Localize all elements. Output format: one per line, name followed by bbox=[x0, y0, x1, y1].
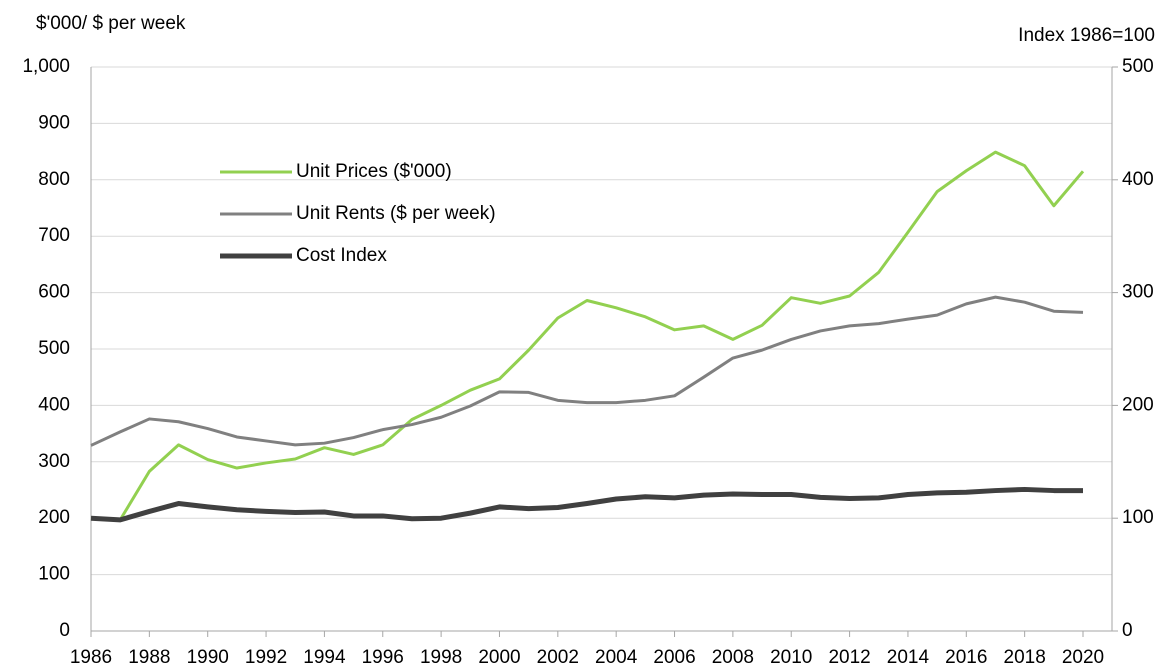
y2-tick-label: 500 bbox=[1122, 56, 1154, 77]
y-tick-label: 900 bbox=[38, 112, 70, 133]
series-line bbox=[90, 295, 1084, 447]
legend-label: Unit Rents ($ per week) bbox=[296, 203, 496, 224]
y-tick-label: 500 bbox=[38, 338, 70, 359]
x-tick-label: 2012 bbox=[828, 647, 870, 668]
x-tick-label: 2016 bbox=[945, 647, 987, 668]
y-tick-label: 1,000 bbox=[22, 56, 70, 77]
x-tick-label: 1998 bbox=[420, 647, 462, 668]
y2-axis-label: Index 1986=100 bbox=[1018, 25, 1155, 46]
x-tick-label: 2020 bbox=[1062, 647, 1104, 668]
series-line bbox=[90, 486, 1083, 523]
x-tick-label: 2000 bbox=[478, 647, 520, 668]
x-tick-label: 2002 bbox=[537, 647, 579, 668]
x-tick-label: 1992 bbox=[245, 647, 287, 668]
x-tick-label: 1990 bbox=[187, 647, 229, 668]
y-tick-label: 800 bbox=[38, 169, 70, 190]
legend-label: Cost Index bbox=[296, 245, 387, 266]
x-tick-label: 2006 bbox=[653, 647, 695, 668]
x-tick-label: 2014 bbox=[887, 647, 930, 668]
y-tick-label: 600 bbox=[38, 282, 70, 303]
y-tick-label: 0 bbox=[59, 620, 70, 641]
x-tick-label: 2010 bbox=[770, 647, 812, 668]
x-tick-label: 1994 bbox=[303, 647, 346, 668]
x-tick-label: 1988 bbox=[128, 647, 170, 668]
y-tick-label: 400 bbox=[38, 394, 70, 415]
x-tick-label: 2008 bbox=[712, 647, 754, 668]
y2-tick-label: 200 bbox=[1122, 394, 1154, 415]
y2-tick-label: 100 bbox=[1122, 507, 1154, 528]
series-line bbox=[90, 150, 1085, 522]
x-tick-label: 1996 bbox=[362, 647, 404, 668]
y2-tick-label: 400 bbox=[1122, 169, 1154, 190]
y-tick-label: 100 bbox=[38, 564, 70, 585]
y-tick-label: 200 bbox=[38, 507, 70, 528]
y-tick-label: 700 bbox=[38, 225, 70, 246]
y-tick-label: 300 bbox=[38, 451, 70, 472]
y-axis-label: $'000/ $ per week bbox=[36, 13, 186, 34]
legend-label: Unit Prices ($'000) bbox=[296, 161, 452, 182]
y2-tick-label: 0 bbox=[1122, 620, 1133, 641]
x-tick-label: 2004 bbox=[595, 647, 638, 668]
x-tick-label: 1986 bbox=[70, 647, 112, 668]
x-tick-label: 2018 bbox=[1004, 647, 1046, 668]
y2-tick-label: 300 bbox=[1122, 282, 1154, 303]
